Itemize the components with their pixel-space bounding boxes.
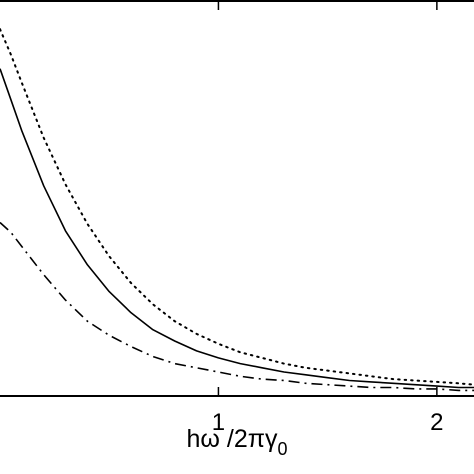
- series-line-solid: [0, 68, 474, 389]
- x-axis-title: hω /2πγ0: [187, 425, 288, 459]
- series-layer: [0, 28, 474, 392]
- series-line-dotted: [0, 28, 474, 386]
- x-tick-label: 1: [212, 409, 225, 436]
- series-line-dashdot: [0, 221, 474, 392]
- x-axis-title-subscript: 0: [277, 439, 287, 459]
- x-tick-label: 2: [430, 409, 443, 436]
- axes-layer: [0, 0, 474, 397]
- x-axis-title-main: hω /2πγ: [187, 425, 278, 453]
